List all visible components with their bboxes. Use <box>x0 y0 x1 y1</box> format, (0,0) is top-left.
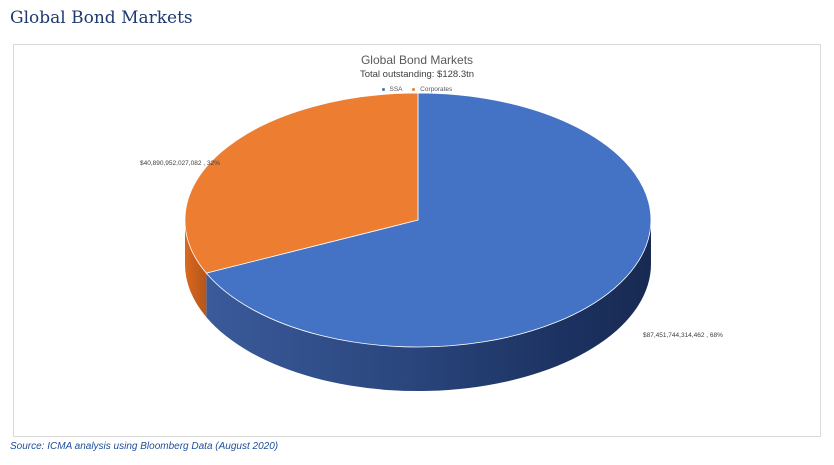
data-label-ssa: $87,451,744,314,462 , 68% <box>643 332 723 339</box>
legend-label-ssa: SSA <box>389 86 403 93</box>
legend-swatch-ssa <box>381 87 385 91</box>
pie-side-corporates <box>184 220 207 318</box>
legend-item-corporates: Corporates <box>412 86 452 93</box>
pie-slice-ssa <box>205 92 652 348</box>
chart-area: Global Bond Markets Total outstanding: $… <box>13 44 821 437</box>
legend-swatch-corporates <box>412 87 416 91</box>
legend-item-ssa: SSA <box>381 86 403 93</box>
chart-legend: SSA Corporates <box>14 86 820 93</box>
pie-side-ssa <box>206 220 652 392</box>
pie-slice-corporates <box>184 92 419 274</box>
pie-chart-svg <box>184 92 652 392</box>
legend-label-corporates: Corporates <box>420 86 453 93</box>
chart-subtitle: Total outstanding: $128.3tn <box>359 69 475 80</box>
source-note: Source: ICMA analysis using Bloomberg Da… <box>10 441 279 452</box>
data-label-corporates: $40,890,952,027,082 , 32% <box>140 160 220 167</box>
chart-title: Global Bond Markets <box>360 53 474 67</box>
page-title: Global Bond Markets <box>10 8 193 28</box>
